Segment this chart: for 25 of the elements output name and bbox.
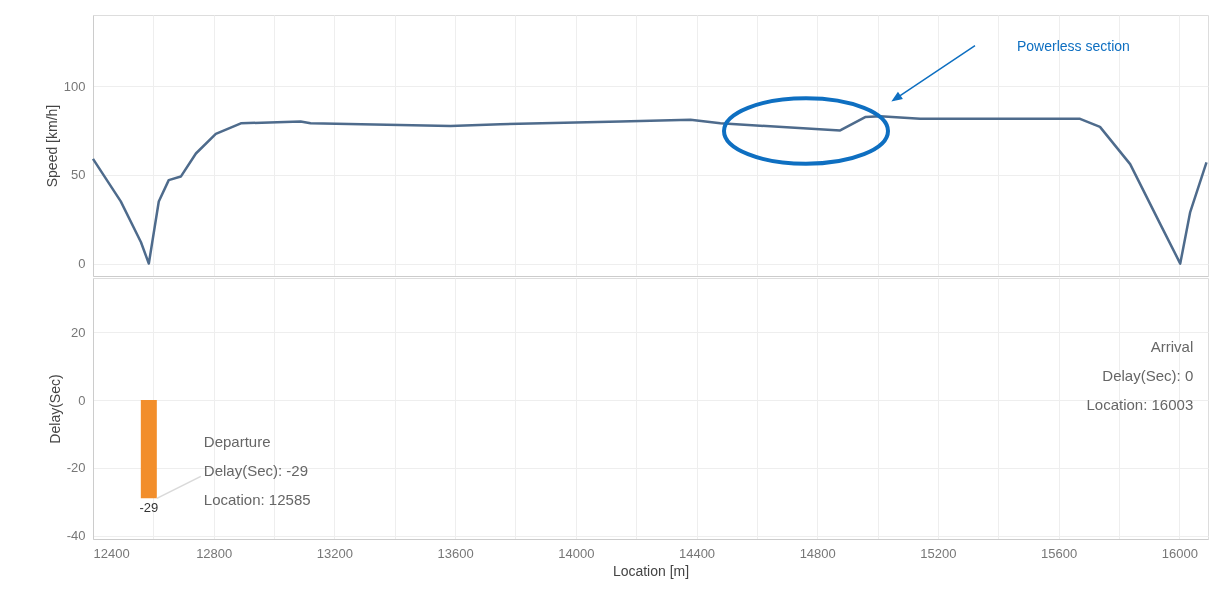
x-tick-label: 14000	[558, 545, 595, 561]
x-axis-title: Location [m]	[612, 562, 690, 579]
y-tick-label: 50	[71, 167, 86, 183]
y-tick-label: -40	[66, 528, 86, 544]
y-tick-label: 0	[78, 256, 86, 272]
x-tick-label: 14400	[678, 545, 716, 561]
x-tick-label: 15600	[1041, 545, 1078, 561]
y-tick-label: -20	[66, 460, 86, 476]
annotation: Arrival Delay(Sec): 0 Location: 16003	[1086, 338, 1194, 414]
annotation: Departure Delay(Sec): -29 Location: 12585	[203, 433, 311, 509]
data-label: -29	[139, 500, 159, 516]
x-tick-label: 16000	[1161, 545, 1198, 561]
y-tick-label: 100	[63, 78, 86, 94]
x-tick-label: 12800	[196, 545, 233, 561]
annotation: Powerless section	[1017, 38, 1130, 54]
y-tick-label: 20	[71, 324, 86, 340]
y-tick-label: 0	[78, 392, 86, 408]
x-tick-label: 14800	[799, 545, 836, 561]
y-axis-title: Speed [km/h]	[43, 104, 60, 188]
x-tick-label: 13200	[316, 545, 353, 561]
y-axis-title: Delay(Sec)	[46, 374, 63, 444]
x-tick-label: 13600	[437, 545, 474, 561]
x-tick-label: 12400	[93, 545, 130, 561]
line-series	[91, 114, 1208, 265]
x-tick-label: 15200	[920, 545, 957, 561]
